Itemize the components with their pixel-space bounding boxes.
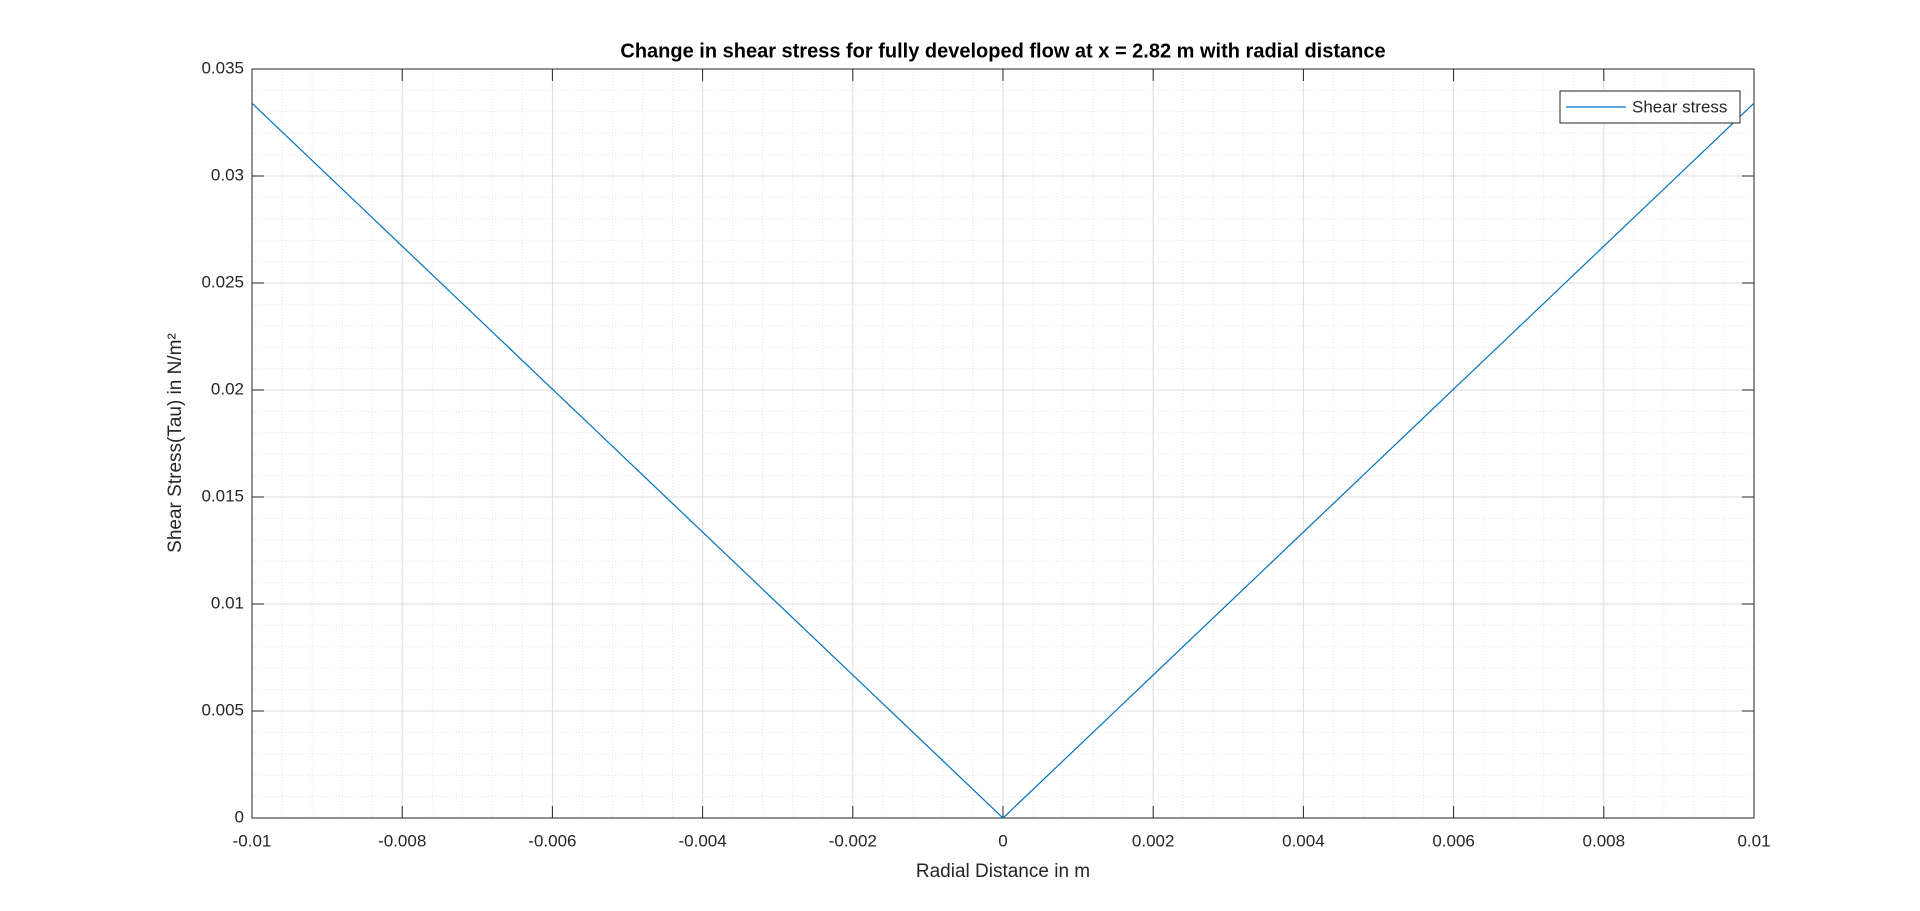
y-tick-label: 0.02 xyxy=(211,379,244,398)
x-tick-label: 0 xyxy=(998,831,1007,850)
y-tick-label: 0.025 xyxy=(201,272,244,291)
y-tick-label: 0 xyxy=(235,807,244,826)
x-tick-label: 0.008 xyxy=(1583,831,1626,850)
x-tick-label: -0.006 xyxy=(528,831,576,850)
chart-title: Change in shear stress for fully develop… xyxy=(620,40,1385,62)
data-line xyxy=(251,102,1755,819)
x-axis-label: Radial Distance in m xyxy=(916,861,1090,882)
x-tick-label: 0.002 xyxy=(1132,831,1175,850)
y-tick-label: 0.015 xyxy=(201,486,244,505)
x-tick-label: -0.004 xyxy=(678,831,726,850)
legend-label: Shear stress xyxy=(1632,97,1727,116)
y-tick-label: 0.005 xyxy=(201,700,244,719)
y-tick-label: 0.01 xyxy=(211,593,244,612)
x-tick-label: -0.01 xyxy=(233,831,272,850)
x-tick-label: 0.004 xyxy=(1282,831,1325,850)
y-tick-label: 0.03 xyxy=(211,165,244,184)
x-tick-label: -0.002 xyxy=(829,831,877,850)
y-tick-label: 0.035 xyxy=(201,58,244,77)
y-axis-label: Shear Stress(Tau) in N/m² xyxy=(165,333,186,553)
x-tick-label: 0.006 xyxy=(1432,831,1475,850)
x-tick-label: 0.01 xyxy=(1737,831,1770,850)
x-tick-label: -0.008 xyxy=(378,831,426,850)
